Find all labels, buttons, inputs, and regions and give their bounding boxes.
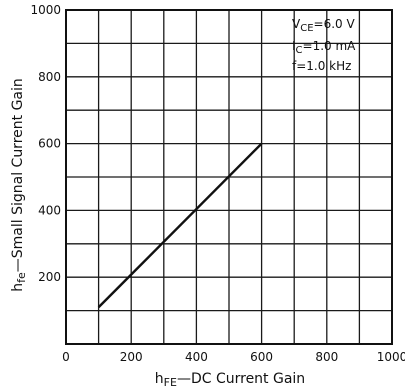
x-tick-label: 0: [62, 350, 70, 364]
y-axis-label: hfe—Small Signal Current Gain: [10, 78, 28, 292]
y-tick-labels: 200 400 600 800 1000: [30, 3, 61, 284]
x-tick-label: 600: [250, 350, 273, 364]
y-tick-label: 200: [38, 270, 61, 284]
condition-vce: VCE=6.0 V: [292, 17, 355, 34]
x-tick-label: 800: [315, 350, 338, 364]
y-tick-label: 800: [38, 70, 61, 84]
condition-f: f=1.0 kHz: [292, 59, 351, 73]
condition-ic: IC=1.0 mA: [292, 39, 356, 56]
y-tick-label: 600: [38, 137, 61, 151]
x-axis-label: hFE—DC Current Gain: [155, 371, 305, 389]
x-tick-label: 400: [185, 350, 208, 364]
y-tick-label: 1000: [30, 3, 61, 17]
series-line: [97, 142, 263, 309]
y-tick-label: 400: [38, 203, 61, 217]
x-tick-labels: 0 200 400 600 800 1000: [62, 350, 405, 364]
plot-border: [65, 9, 393, 345]
x-tick-label: 200: [120, 350, 143, 364]
x-tick-label: 1000: [377, 350, 405, 364]
series-layer: [97, 142, 263, 309]
plot-frame: [65, 9, 393, 345]
test-conditions: VCE=6.0 V IC=1.0 mA f=1.0 kHz: [292, 17, 356, 73]
